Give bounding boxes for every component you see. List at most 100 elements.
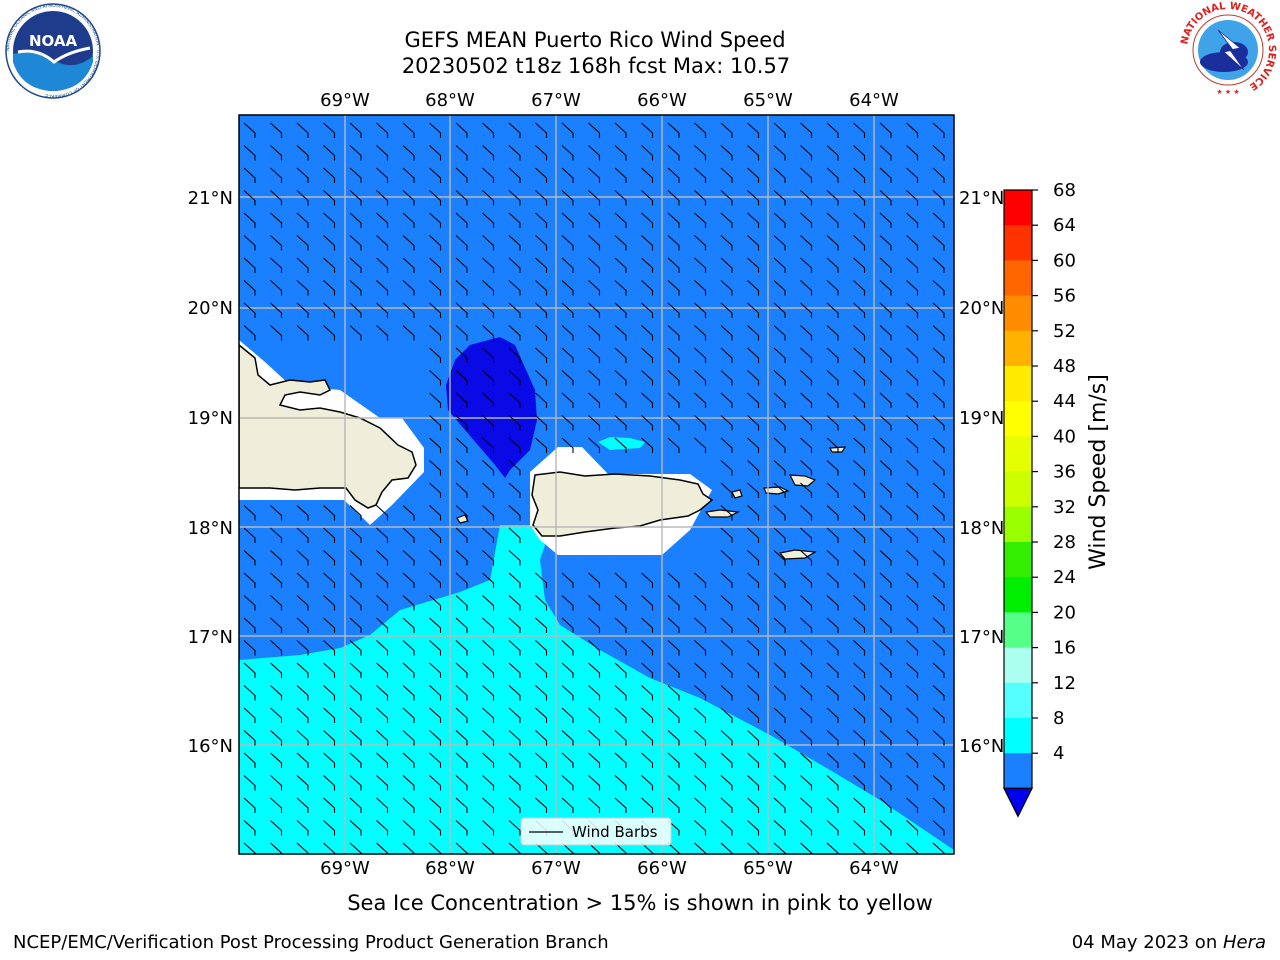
wind-barb (588, 212, 601, 228)
wind-barb (508, 550, 521, 566)
wind-barb (535, 347, 548, 363)
wind-barb (296, 212, 309, 228)
wind-barb (826, 437, 839, 453)
wind-barb (720, 145, 733, 161)
wind-barb (826, 347, 839, 363)
wind-barb (296, 190, 309, 206)
wind-barb (588, 595, 601, 611)
wind-barb (561, 347, 574, 363)
wind-barb (932, 460, 945, 476)
wind-barb (614, 302, 627, 318)
wind-barb (482, 122, 495, 138)
wind-barb (296, 595, 309, 611)
noaa-logo: NOAA NATIONAL OCEANIC AND ATMOSPHERIC AD… (5, 3, 101, 99)
lon-labels-top: 69°W 68°W 67°W 66°W 65°W 64°W (320, 90, 899, 111)
wind-barb (323, 707, 336, 723)
ocean-8-12-region (239, 525, 954, 854)
wind-barb (323, 527, 336, 543)
wind-barb (773, 212, 786, 228)
colorbar-bin (1004, 295, 1032, 332)
wind-barb (376, 730, 389, 746)
wind-barb (455, 685, 468, 701)
wind-barb (800, 347, 813, 363)
wind-barb (694, 415, 707, 431)
wind-barb (270, 190, 283, 206)
wind-barb (296, 685, 309, 701)
wind-barb (826, 460, 839, 476)
wind-barb (349, 842, 362, 854)
wind-barb (800, 257, 813, 273)
wind-barb (932, 437, 945, 453)
wind-barb (773, 505, 786, 521)
wind-barb (641, 167, 654, 183)
wind-barb (429, 370, 442, 386)
wind-barb (879, 595, 892, 611)
wind-barb (773, 640, 786, 656)
wind-barb (641, 707, 654, 723)
wind-barb (747, 842, 760, 854)
hispaniola-land (239, 344, 417, 509)
wind-barb (323, 595, 336, 611)
wind-barb (773, 527, 786, 543)
wind-barb (906, 617, 919, 633)
wind-barb (296, 707, 309, 723)
wind-barb (455, 347, 468, 363)
wind-barb (614, 392, 627, 408)
wind-barb (773, 685, 786, 701)
wind-barb (694, 392, 707, 408)
wind-barb (747, 212, 760, 228)
wind-barb (323, 122, 336, 138)
wind-barb (296, 257, 309, 273)
wind-barb (747, 775, 760, 791)
wind-barb (508, 460, 521, 476)
wind-barb (773, 167, 786, 183)
colorbar-tick-label: 56 (1053, 286, 1076, 307)
wind-barb (588, 145, 601, 161)
wind-barb (641, 415, 654, 431)
wind-barb (879, 460, 892, 476)
wind-barb (561, 370, 574, 386)
lat-label-left: 18°N (188, 518, 233, 539)
wind-barb (694, 212, 707, 228)
wind-barb (508, 392, 521, 408)
wind-barb (535, 617, 548, 633)
wind-barb (243, 640, 256, 656)
wind-barb (535, 595, 548, 611)
wind-barb (482, 325, 495, 341)
wind-barb (243, 325, 256, 341)
wind-barb (402, 280, 415, 296)
wind-barb (561, 280, 574, 296)
lat-label-right: 17°N (959, 627, 1004, 648)
wind-barb (932, 302, 945, 318)
wind-barb (349, 640, 362, 656)
wind-barb (773, 730, 786, 746)
wind-barb (508, 257, 521, 273)
wind-barb (667, 437, 680, 453)
wind-barb (720, 550, 733, 566)
footer-date: 04 May 2023 on Hera (1072, 932, 1266, 953)
wind-barb (906, 527, 919, 543)
wind-barb (429, 280, 442, 296)
wind-barb (853, 662, 866, 678)
wind-barb (508, 212, 521, 228)
wind-barb (243, 302, 256, 318)
wind-barb (641, 640, 654, 656)
wind-barb (773, 280, 786, 296)
wind-barb (879, 235, 892, 251)
wind-barb (800, 145, 813, 161)
wind-barb (932, 617, 945, 633)
wind-barb (826, 662, 839, 678)
wind-barb (720, 280, 733, 296)
wind-barb (270, 730, 283, 746)
wind-barb (561, 235, 574, 251)
wind-barb (773, 190, 786, 206)
wind-barb (906, 752, 919, 768)
colorbar-bin (1004, 682, 1032, 719)
wind-barb (296, 122, 309, 138)
wind-barb (747, 527, 760, 543)
wind-barb (535, 325, 548, 341)
wind-barb (932, 527, 945, 543)
wind-barb (694, 257, 707, 273)
colorbar-bin (1004, 260, 1032, 297)
wind-barb (296, 550, 309, 566)
